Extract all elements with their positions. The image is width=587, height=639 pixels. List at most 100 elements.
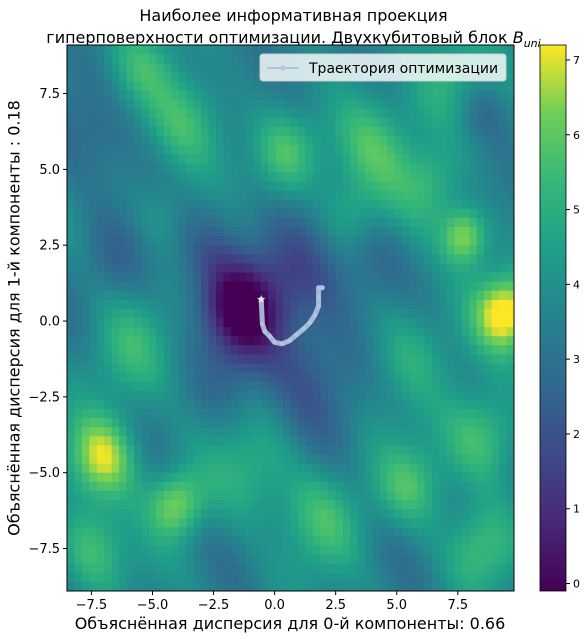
heatmap-cell bbox=[171, 81, 179, 91]
heatmap-cell bbox=[89, 154, 97, 164]
heatmap-cell bbox=[82, 100, 90, 110]
heatmap-cell bbox=[343, 163, 351, 173]
heatmap-cell bbox=[492, 436, 500, 446]
heatmap-cell bbox=[134, 382, 142, 392]
heatmap-cell bbox=[305, 227, 313, 237]
heatmap-cell bbox=[305, 473, 313, 483]
heatmap-cell bbox=[276, 509, 284, 519]
heatmap-cell bbox=[164, 209, 172, 219]
heatmap-cell bbox=[179, 373, 187, 383]
heatmap-cell bbox=[238, 482, 246, 492]
heatmap-cell bbox=[410, 300, 418, 310]
heatmap-cell bbox=[149, 163, 157, 173]
heatmap-cell bbox=[343, 263, 351, 273]
heatmap-cell bbox=[127, 291, 135, 301]
heatmap-cell bbox=[387, 172, 395, 182]
heatmap-cell bbox=[402, 400, 410, 410]
heatmap-cell bbox=[149, 282, 157, 292]
heatmap-cell bbox=[67, 218, 75, 228]
heatmap-cell bbox=[283, 436, 291, 446]
heatmap-cell bbox=[276, 172, 284, 182]
heatmap-cell bbox=[492, 218, 500, 228]
heatmap-cell bbox=[142, 145, 150, 155]
heatmap-cell bbox=[440, 218, 448, 228]
heatmap-cell bbox=[246, 546, 254, 556]
heatmap-cell bbox=[484, 45, 492, 55]
heatmap-cell bbox=[291, 318, 299, 328]
heatmap-cell bbox=[149, 318, 157, 328]
heatmap-cell bbox=[246, 100, 254, 110]
heatmap-cell bbox=[402, 327, 410, 337]
heatmap-cell bbox=[320, 418, 328, 428]
heatmap-cell bbox=[171, 245, 179, 255]
heatmap-cell bbox=[372, 427, 380, 437]
heatmap-cell bbox=[507, 136, 515, 146]
heatmap-cell bbox=[127, 263, 135, 273]
heatmap-cell bbox=[425, 455, 433, 465]
heatmap-cell bbox=[320, 145, 328, 155]
heatmap-cell bbox=[298, 482, 306, 492]
heatmap-cell bbox=[380, 191, 388, 201]
heatmap-cell bbox=[186, 509, 194, 519]
heatmap-cell bbox=[246, 227, 254, 237]
heatmap-cell bbox=[365, 382, 373, 392]
heatmap-cell bbox=[142, 218, 150, 228]
heatmap-cell bbox=[372, 473, 380, 483]
colorbar-tick-label: 0 bbox=[573, 578, 580, 591]
heatmap-cell bbox=[313, 145, 321, 155]
heatmap-cell bbox=[149, 118, 157, 128]
heatmap-cell bbox=[134, 455, 142, 465]
heatmap-cell bbox=[380, 309, 388, 319]
heatmap-cell bbox=[74, 282, 82, 292]
heatmap-cell bbox=[447, 509, 455, 519]
heatmap-cell bbox=[469, 218, 477, 228]
heatmap-cell bbox=[447, 400, 455, 410]
heatmap-cell bbox=[410, 282, 418, 292]
heatmap-cell bbox=[395, 409, 403, 419]
heatmap-cell bbox=[149, 409, 157, 419]
heatmap-cell bbox=[477, 236, 485, 246]
heatmap-cell bbox=[201, 536, 209, 546]
heatmap-cell bbox=[499, 91, 507, 101]
heatmap-cell bbox=[410, 391, 418, 401]
heatmap-cell bbox=[380, 546, 388, 556]
heatmap-cell bbox=[492, 254, 500, 264]
heatmap-cell bbox=[432, 364, 440, 374]
heatmap-cell bbox=[499, 445, 507, 455]
heatmap-cell bbox=[142, 54, 150, 64]
heatmap-cell bbox=[380, 573, 388, 583]
heatmap-cell bbox=[231, 172, 239, 182]
heatmap-cell bbox=[119, 573, 127, 583]
heatmap-cell bbox=[380, 482, 388, 492]
heatmap-cell bbox=[216, 218, 224, 228]
heatmap-cell bbox=[119, 182, 127, 192]
heatmap-cell bbox=[67, 364, 75, 374]
heatmap-cell bbox=[410, 527, 418, 537]
heatmap-cell bbox=[313, 518, 321, 528]
heatmap-cell bbox=[89, 45, 97, 55]
heatmap-cell bbox=[142, 509, 150, 519]
heatmap-cell bbox=[194, 254, 202, 264]
heatmap-cell bbox=[484, 273, 492, 283]
heatmap-cell bbox=[440, 391, 448, 401]
heatmap-cell bbox=[201, 400, 209, 410]
heatmap-cell bbox=[462, 373, 470, 383]
heatmap-cell bbox=[298, 536, 306, 546]
heatmap-cell bbox=[358, 291, 366, 301]
heatmap-cell bbox=[395, 45, 403, 55]
heatmap-cell bbox=[283, 473, 291, 483]
heatmap-cell bbox=[395, 500, 403, 510]
heatmap-cell bbox=[425, 373, 433, 383]
heatmap-cell bbox=[134, 182, 142, 192]
heatmap-cell bbox=[238, 564, 246, 574]
heatmap-cell bbox=[358, 473, 366, 483]
heatmap-cell bbox=[425, 236, 433, 246]
heatmap-cell bbox=[112, 254, 120, 264]
heatmap-cell bbox=[484, 327, 492, 337]
heatmap-cell bbox=[492, 100, 500, 110]
heatmap-cell bbox=[209, 154, 217, 164]
heatmap-cell bbox=[402, 309, 410, 319]
heatmap-cell bbox=[74, 209, 82, 219]
heatmap-cell bbox=[246, 464, 254, 474]
heatmap-cell bbox=[253, 482, 261, 492]
